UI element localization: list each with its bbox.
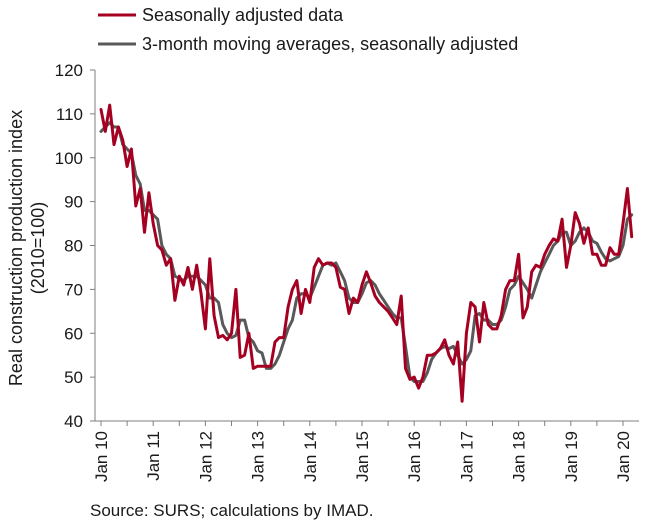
x-tick-label: Jan 20 bbox=[614, 431, 633, 482]
y-tick-label: 100 bbox=[55, 149, 83, 168]
axes bbox=[94, 70, 639, 422]
y-axis-title-line2: (2010=100) bbox=[28, 202, 48, 295]
x-tick-label: Jan 10 bbox=[92, 431, 111, 482]
y-tick-label: 120 bbox=[55, 61, 83, 80]
y-tick-label: 70 bbox=[64, 280, 83, 299]
y-axis-title: Real construction production index (2010… bbox=[6, 110, 48, 386]
y-tick-label: 90 bbox=[64, 193, 83, 212]
x-tick-label: Jan 11 bbox=[144, 431, 163, 481]
x-tick-label: Jan 16 bbox=[405, 431, 424, 482]
x-axis-ticks: Jan 10 Jan 11 Jan 12 Jan 13 Jan 14 Jan 15 Jan … bbox=[92, 421, 633, 482]
x-tick-label: Jan 17 bbox=[457, 431, 476, 482]
y-axis-ticks: 40 50 60 70 80 90 100 110 120 bbox=[55, 61, 95, 431]
x-tick-label: Jan 19 bbox=[562, 431, 581, 482]
y-tick-label: 60 bbox=[64, 324, 83, 343]
series-line-seasonally-adjusted bbox=[99, 103, 634, 403]
y-tick-label: 80 bbox=[64, 237, 83, 256]
x-tick-label: Jan 15 bbox=[353, 431, 372, 482]
x-tick-label: Jan 13 bbox=[249, 431, 268, 482]
legend-label-moving-average: 3-month moving averages, seasonally adju… bbox=[142, 34, 518, 54]
y-axis-title-line1: Real construction production index bbox=[6, 110, 26, 386]
x-tick-label: Jan 18 bbox=[510, 431, 529, 482]
series-line-moving-average bbox=[99, 121, 634, 383]
x-tick-label: Jan 12 bbox=[196, 431, 215, 482]
x-tick-label: Jan 14 bbox=[301, 431, 320, 482]
y-tick-label: 40 bbox=[64, 412, 83, 431]
series-layer bbox=[99, 103, 634, 403]
legend: Seasonally adjusted data 3-month moving … bbox=[98, 5, 518, 54]
y-tick-label: 110 bbox=[56, 105, 83, 124]
legend-label-seasonally-adjusted: Seasonally adjusted data bbox=[142, 5, 344, 25]
y-tick-label: 50 bbox=[64, 368, 83, 387]
source-note: Source: SURS; calculations by IMAD. bbox=[90, 501, 373, 520]
